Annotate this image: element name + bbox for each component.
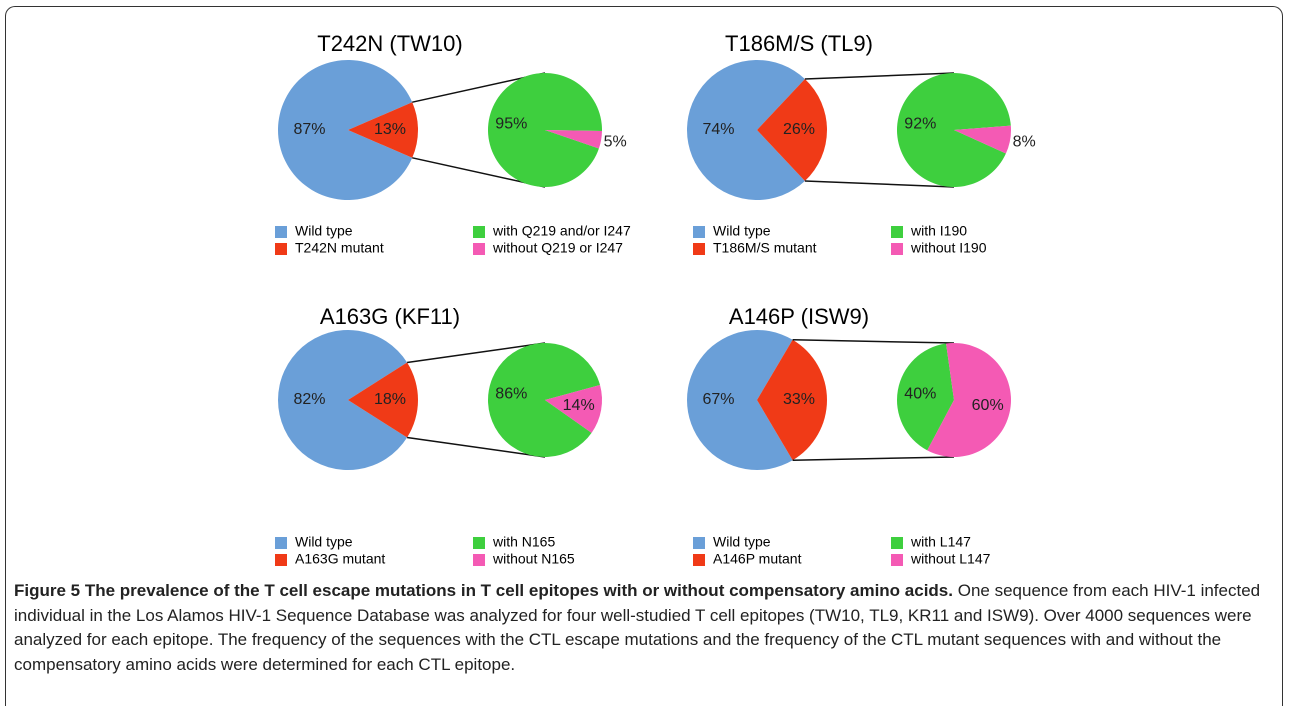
pie-slice	[896, 343, 954, 451]
legend-swatch	[473, 537, 485, 549]
value-label: 74%	[702, 121, 734, 138]
chart-title: A146P (ISW9)	[729, 304, 869, 329]
legend-swatch	[693, 243, 705, 255]
pie-slice	[348, 362, 418, 438]
legend-label: Wild type	[713, 223, 771, 239]
pie-slice	[686, 59, 805, 200]
pie-slice	[757, 78, 827, 182]
value-label: 86%	[495, 385, 527, 402]
value-label: 8%	[1013, 134, 1036, 151]
value-label: 40%	[904, 385, 936, 402]
legend-swatch	[693, 537, 705, 549]
value-label: 92%	[904, 115, 936, 132]
connector	[792, 338, 955, 344]
pie-slice	[687, 330, 793, 471]
caption: Figure 5 The prevalence of the T cell es…	[14, 579, 1276, 677]
value-label: 87%	[293, 121, 325, 138]
figure-frame	[5, 6, 1283, 706]
legend-swatch	[473, 554, 485, 566]
chart-title: T186M/S (TL9)	[725, 31, 873, 56]
pie-slice	[757, 339, 828, 461]
legend-swatch	[473, 226, 485, 238]
value-label: 67%	[702, 391, 734, 408]
legend-label: T186M/S mutant	[713, 240, 817, 256]
legend-label: A163G mutant	[295, 551, 385, 567]
legend-swatch	[891, 226, 903, 238]
caption-title: Figure 5 The prevalence of the T cell es…	[14, 581, 953, 600]
pie-slice	[927, 343, 1011, 457]
connector	[804, 72, 955, 80]
pie-slice	[545, 385, 602, 433]
value-label: 82%	[293, 391, 325, 408]
legend-label: without I190	[910, 240, 987, 256]
legend-swatch	[275, 554, 287, 566]
pie-slice	[278, 330, 408, 471]
connector	[792, 456, 955, 462]
value-label: 26%	[783, 121, 815, 138]
value-label: 5%	[604, 134, 627, 151]
value-label: 13%	[374, 121, 406, 138]
value-label: 14%	[563, 397, 595, 414]
legend-swatch	[473, 243, 485, 255]
connector	[406, 342, 546, 364]
legend-label: without L147	[910, 551, 991, 567]
value-label: 33%	[783, 391, 815, 408]
legend-label: with L147	[910, 534, 971, 550]
legend-label: without N165	[492, 551, 575, 567]
legend-label: with I190	[910, 223, 967, 239]
legend-label: Wild type	[295, 534, 353, 550]
legend-swatch	[275, 537, 287, 549]
legend-swatch	[275, 226, 287, 238]
legend-label: Wild type	[713, 534, 771, 550]
legend-swatch	[891, 537, 903, 549]
connector	[406, 436, 546, 458]
chart-title: T242N (TW10)	[317, 31, 462, 56]
pie-slice	[278, 59, 413, 200]
chart-title: A163G (KF11)	[320, 304, 460, 329]
legend-label: with N165	[492, 534, 555, 550]
charts: T242N (TW10) 87% Wild type 13% T242N mutant 9…	[275, 31, 1036, 567]
legend-label: A146P mutant	[713, 551, 802, 567]
pie-slice	[348, 102, 418, 158]
legend-label: Wild type	[295, 223, 353, 239]
value-label: 95%	[495, 115, 527, 132]
value-label: 18%	[374, 391, 406, 408]
pie-slice	[487, 72, 603, 187]
pie-slice	[897, 72, 1011, 187]
pie-slice	[545, 130, 602, 149]
legend-swatch	[275, 243, 287, 255]
pie-slice	[487, 343, 601, 458]
legend-swatch	[891, 243, 903, 255]
caption-text: One sequence from each HIV-1 infected in…	[14, 581, 1261, 674]
pie-slice	[954, 125, 1012, 154]
legend-swatch	[693, 226, 705, 238]
legend-label: T242N mutant	[295, 240, 384, 256]
legend-swatch	[891, 554, 903, 566]
legend-label: without Q219 or I247	[492, 240, 623, 256]
legend-label: with Q219 and/or I247	[492, 223, 631, 239]
value-label: 60%	[972, 397, 1004, 414]
connector	[804, 180, 955, 188]
legend-swatch	[693, 554, 705, 566]
